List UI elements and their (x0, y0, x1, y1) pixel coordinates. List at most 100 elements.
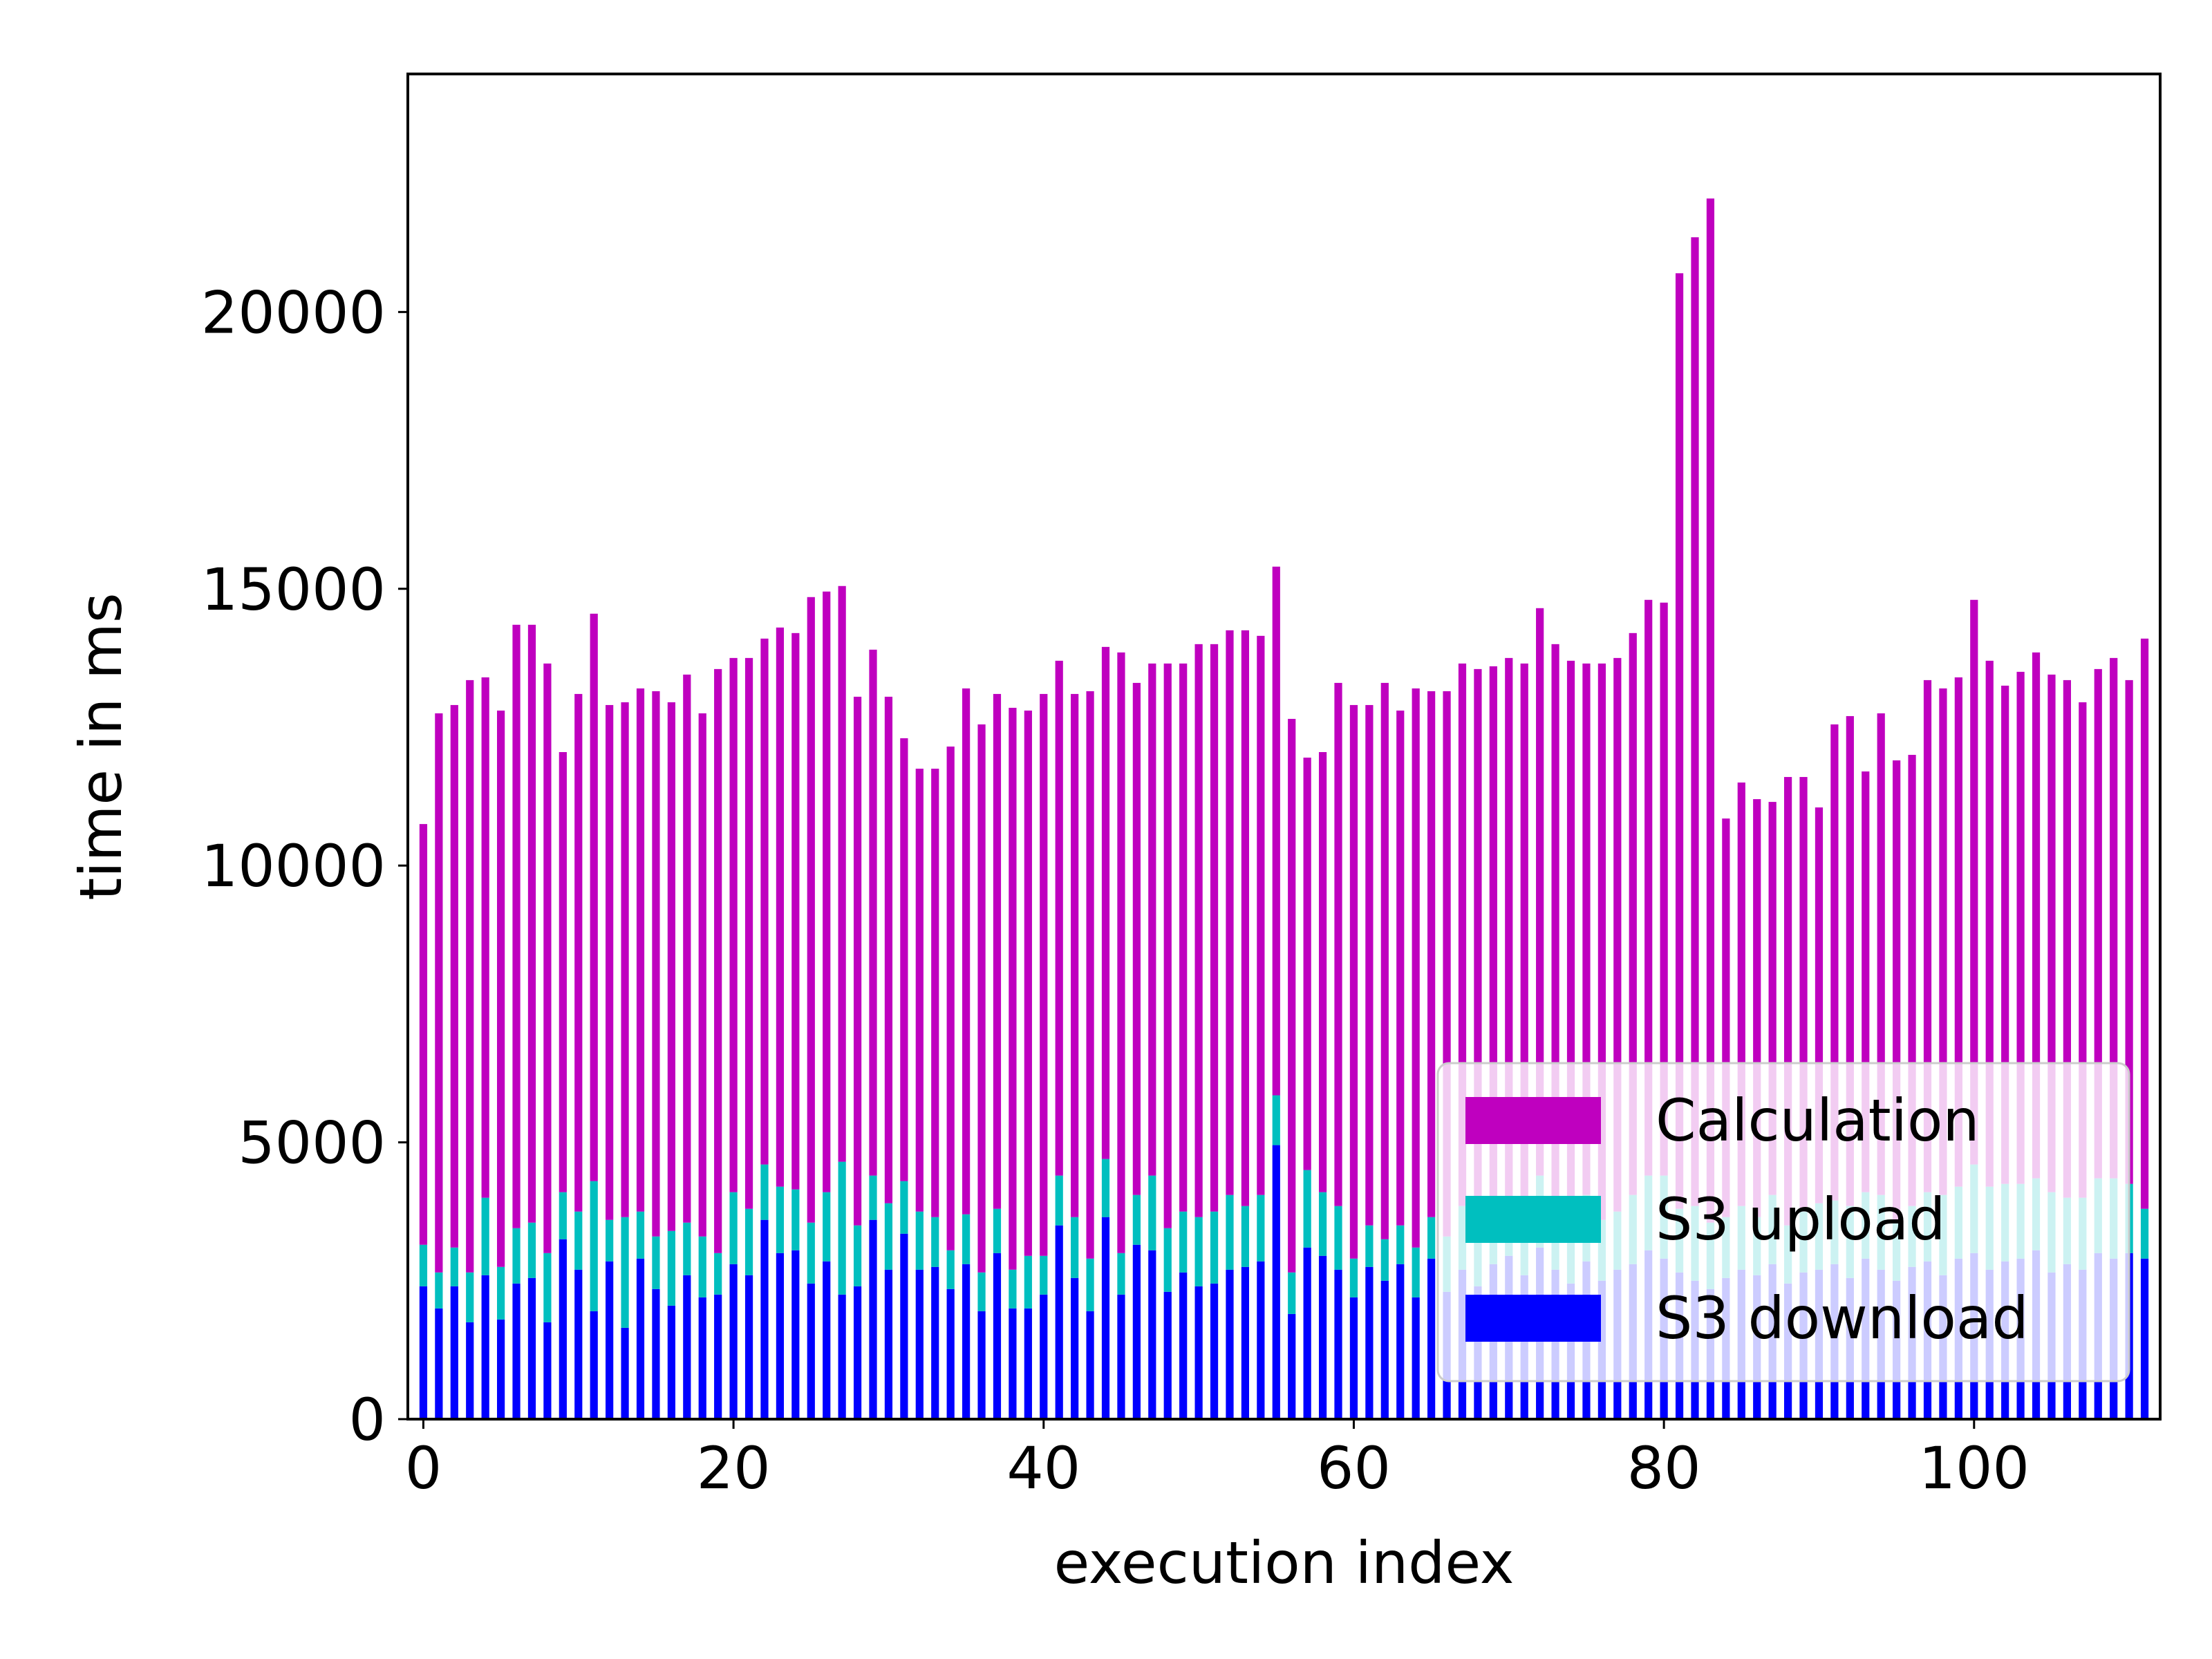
bar-calculation (729, 657, 738, 1192)
x-axis-label: execution index (1054, 1529, 1515, 1597)
bar-s3-upload (714, 1253, 722, 1295)
bar-s3-download (1117, 1294, 1125, 1419)
x-tick-label: 100 (1919, 1434, 2030, 1502)
bar-s3-upload (1272, 1095, 1280, 1145)
bar-s3-download (869, 1219, 877, 1419)
bar-s3-download (1272, 1145, 1280, 1419)
bar-s3-download (729, 1264, 738, 1419)
bar-s3-upload (419, 1244, 428, 1286)
bar-calculation (1427, 691, 1436, 1217)
bar-calculation (1675, 273, 1684, 1209)
bar-calculation (853, 696, 862, 1226)
bar-calculation (574, 693, 583, 1212)
bar-s3-download (419, 1286, 428, 1419)
x-tick-label: 80 (1627, 1434, 1701, 1502)
bar-calculation (1288, 718, 1296, 1273)
bar-calculation (1737, 782, 1745, 1206)
bar-calculation (1055, 660, 1063, 1176)
bar-s3-upload (1318, 1192, 1327, 1256)
bar-s3-download (791, 1250, 800, 1419)
bar-calculation (744, 657, 753, 1209)
bar-calculation (1272, 566, 1280, 1096)
bar-calculation (2047, 674, 2056, 1192)
bar-calculation (1349, 704, 1358, 1259)
bar-calculation (1226, 630, 1234, 1195)
bar-calculation (1551, 644, 1559, 1209)
bar-calculation (2125, 679, 2133, 1184)
legend-swatch (1465, 1097, 1601, 1144)
bar-calculation (1768, 802, 1777, 1195)
bar-calculation (1132, 682, 1141, 1195)
bar-s3-upload (527, 1222, 536, 1278)
bar-s3-download (993, 1253, 1002, 1419)
bar-calculation (931, 769, 939, 1217)
bar-calculation (1489, 666, 1497, 1198)
x-tick-label: 20 (697, 1434, 771, 1502)
bar-calculation (1318, 752, 1327, 1192)
bar-calculation (1117, 652, 1125, 1253)
bar-calculation (1520, 663, 1528, 1223)
legend-label: S3 download (1656, 1284, 2029, 1352)
bar-calculation (1939, 688, 1947, 1195)
bar-s3-upload (698, 1236, 706, 1297)
bar-calculation (2063, 679, 2072, 1198)
bar-s3-upload (1210, 1211, 1219, 1284)
bar-s3-upload (1380, 1239, 1389, 1281)
bar-s3-download (1024, 1308, 1032, 1419)
legend-swatch (1465, 1196, 1601, 1243)
bar-s3-upload (915, 1211, 924, 1270)
bar-s3-download (977, 1311, 986, 1419)
bar-s3-upload (807, 1222, 815, 1284)
bar-s3-download (1334, 1269, 1342, 1419)
bar-s3-upload (1334, 1206, 1342, 1270)
bar-s3-download (636, 1258, 645, 1419)
bar-s3-upload (1024, 1255, 1032, 1309)
bar-calculation (1923, 679, 1932, 1192)
bar-calculation (419, 824, 428, 1245)
bar-s3-download (698, 1297, 706, 1419)
bar-s3-download (884, 1269, 893, 1419)
bar-s3-upload (931, 1217, 939, 1267)
bar-s3-download (1365, 1266, 1374, 1419)
bar-s3-download (1210, 1283, 1219, 1419)
bar-calculation (1846, 715, 1854, 1206)
bar-calculation (636, 688, 645, 1212)
legend-swatch (1465, 1295, 1601, 1342)
bar-calculation (900, 738, 908, 1181)
bar-calculation (1644, 599, 1653, 1176)
bar-calculation (1163, 663, 1172, 1228)
bar-calculation (823, 591, 831, 1192)
bar-s3-upload (543, 1253, 552, 1322)
bar-s3-upload (744, 1208, 753, 1275)
legend-label: Calculation (1656, 1087, 1980, 1154)
bar-calculation (1179, 663, 1188, 1212)
bar-calculation (1691, 237, 1699, 1206)
bar-s3-upload (884, 1203, 893, 1270)
legend: Calculation S3 upload S3 download (1436, 1062, 2130, 1382)
bar-s3-upload (1009, 1269, 1017, 1309)
bar-s3-download (527, 1277, 536, 1419)
bar-s3-upload (993, 1208, 1002, 1253)
bar-s3-upload (1086, 1258, 1094, 1311)
bar-s3-download (1303, 1247, 1311, 1419)
bar-s3-download (1380, 1280, 1389, 1419)
y-axis-label: time in ms (67, 592, 135, 900)
bar-s3-download (760, 1219, 769, 1419)
bar-calculation (915, 769, 924, 1212)
bar-s3-download (1086, 1311, 1094, 1419)
bar-s3-upload (1241, 1206, 1250, 1267)
bar-s3-download (652, 1288, 660, 1419)
bar-calculation (1086, 691, 1094, 1259)
bar-calculation (1893, 760, 1901, 1223)
bar-calculation (1566, 660, 1575, 1220)
bar-calculation (1148, 663, 1156, 1176)
bar-s3-upload (652, 1236, 660, 1289)
bar-s3-download (714, 1294, 722, 1419)
bar-calculation (559, 752, 567, 1192)
bar-s3-upload (481, 1197, 489, 1275)
bar-calculation (1380, 682, 1389, 1239)
bar-calculation (450, 704, 458, 1248)
bar-calculation (1629, 632, 1637, 1195)
y-tick-label: 0 (349, 1386, 386, 1454)
bar-calculation (1071, 693, 1079, 1217)
